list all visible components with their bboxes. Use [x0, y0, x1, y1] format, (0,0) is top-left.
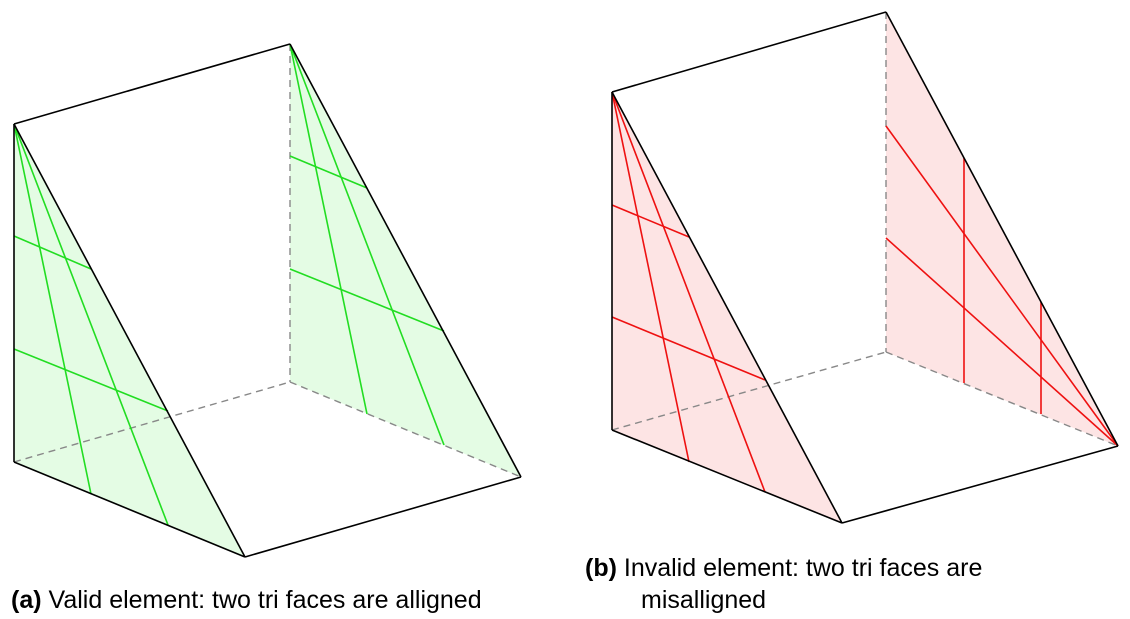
invalid-hidden-edges [611, 12, 1119, 447]
caption-invalid-text-line2: misalligned [641, 586, 767, 614]
valid-left-face-mesh [13, 123, 169, 526]
valid-visible-edges [13, 43, 522, 558]
caption-invalid-tag: (b) [585, 554, 617, 582]
valid-hidden-edges [13, 44, 522, 478]
invalid-wedge-diagram [611, 11, 1119, 524]
valid-wedge-diagram [13, 43, 522, 558]
caption-valid: (a) Valid element: two tri faces are all… [11, 584, 482, 616]
invalid-visible-edges [611, 11, 1119, 524]
caption-invalid-text-line1: Invalid element: two tri faces are [623, 554, 983, 582]
valid-right-face-mesh [289, 43, 445, 446]
caption-valid-text: Valid element: two tri faces are alligne… [48, 586, 482, 614]
caption-invalid: (b) Invalid element: two tri faces are m… [585, 552, 982, 616]
invalid-right-face-mesh [885, 125, 1119, 447]
invalid-left-face-mesh [611, 91, 766, 493]
caption-valid-tag: (a) [11, 586, 42, 614]
